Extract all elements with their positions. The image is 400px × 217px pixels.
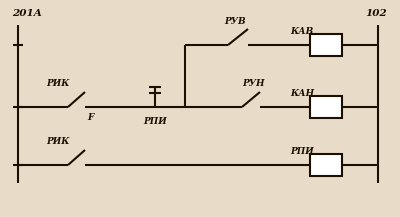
Text: РПИ: РПИ [143,117,167,125]
Text: 201A: 201A [12,9,42,18]
Bar [310,96,342,118]
Text: РУН: РУН [242,79,264,87]
Text: КАВ: КАВ [290,26,314,36]
Text: РИК: РИК [46,79,70,87]
Text: РПИ: РПИ [290,146,314,156]
Text: РИК: РИК [46,136,70,146]
Text: F: F [87,113,93,123]
Bar [310,154,342,176]
Text: 102: 102 [365,9,387,18]
Text: РУВ: РУВ [224,16,246,26]
Text: КАН: КАН [290,89,314,97]
Bar [310,34,342,56]
